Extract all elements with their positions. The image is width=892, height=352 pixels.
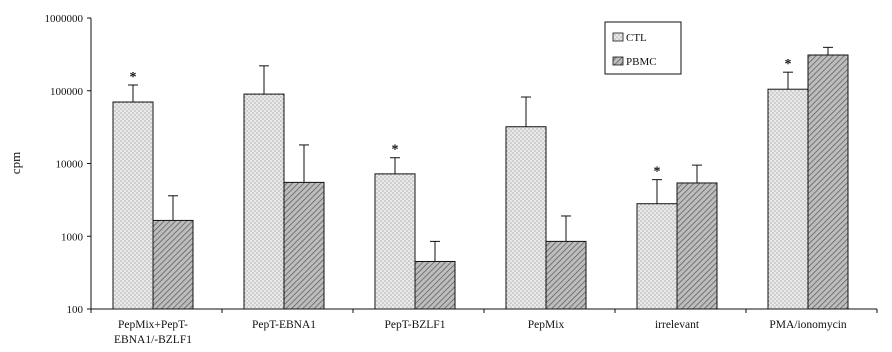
bar-ctl xyxy=(374,173,416,310)
bar-ctl xyxy=(767,88,809,310)
bars: * * * * xyxy=(112,46,849,310)
x-tick-label: EBNA1/-BZLF1 xyxy=(114,334,192,346)
bar-ctl xyxy=(243,93,285,310)
x-tick-label: PepMix+PepT- xyxy=(118,319,188,331)
x-tick-label: PMA/ionomycin xyxy=(769,319,847,331)
bar-pbmc xyxy=(414,260,456,310)
bar-pbmc xyxy=(807,54,849,310)
significance-marker: * xyxy=(654,165,661,180)
y-tick-label: 10000 xyxy=(56,159,84,171)
bar-pbmc xyxy=(152,219,194,310)
significance-marker: * xyxy=(130,70,137,85)
bar-ctl xyxy=(636,203,678,310)
bar-pbmc xyxy=(545,240,587,310)
y-axis-label: cpm xyxy=(8,152,23,174)
y-tick-label: 1000 xyxy=(61,231,84,243)
bar-ctl xyxy=(505,126,547,310)
x-tick-label: PepT-EBNA1 xyxy=(252,319,316,331)
x-tick-label: PepT-BZLF1 xyxy=(385,319,446,331)
x-tick-label: irrelevant xyxy=(655,319,700,331)
bar-pbmc xyxy=(283,181,325,310)
legend-label-pbmc: PBMC xyxy=(626,56,657,68)
legend: CTL PBMC xyxy=(604,21,682,75)
x-axis-tick-labels: PepMix+PepT- EBNA1/-BZLF1 PepT-EBNA1 PepT-B… xyxy=(114,319,847,346)
y-tick-label: 1000000 xyxy=(45,13,84,25)
x-tick-label: PepMix xyxy=(528,319,565,331)
legend-label-ctl: CTL xyxy=(626,32,647,44)
significance-marker: * xyxy=(785,57,792,72)
y-tick-label: 100000 xyxy=(50,86,84,98)
significance-marker: * xyxy=(392,143,399,158)
y-tick-label: 100 xyxy=(67,304,84,316)
legend-swatch-ctl xyxy=(612,32,624,42)
bar-pbmc xyxy=(676,182,718,310)
legend-swatch-pbmc xyxy=(612,56,624,66)
bar-ctl xyxy=(112,101,154,310)
axes: 100 1000 10000 100000 1000000 xyxy=(45,13,878,316)
